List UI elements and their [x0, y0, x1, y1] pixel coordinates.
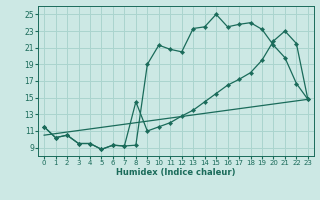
X-axis label: Humidex (Indice chaleur): Humidex (Indice chaleur): [116, 168, 236, 177]
